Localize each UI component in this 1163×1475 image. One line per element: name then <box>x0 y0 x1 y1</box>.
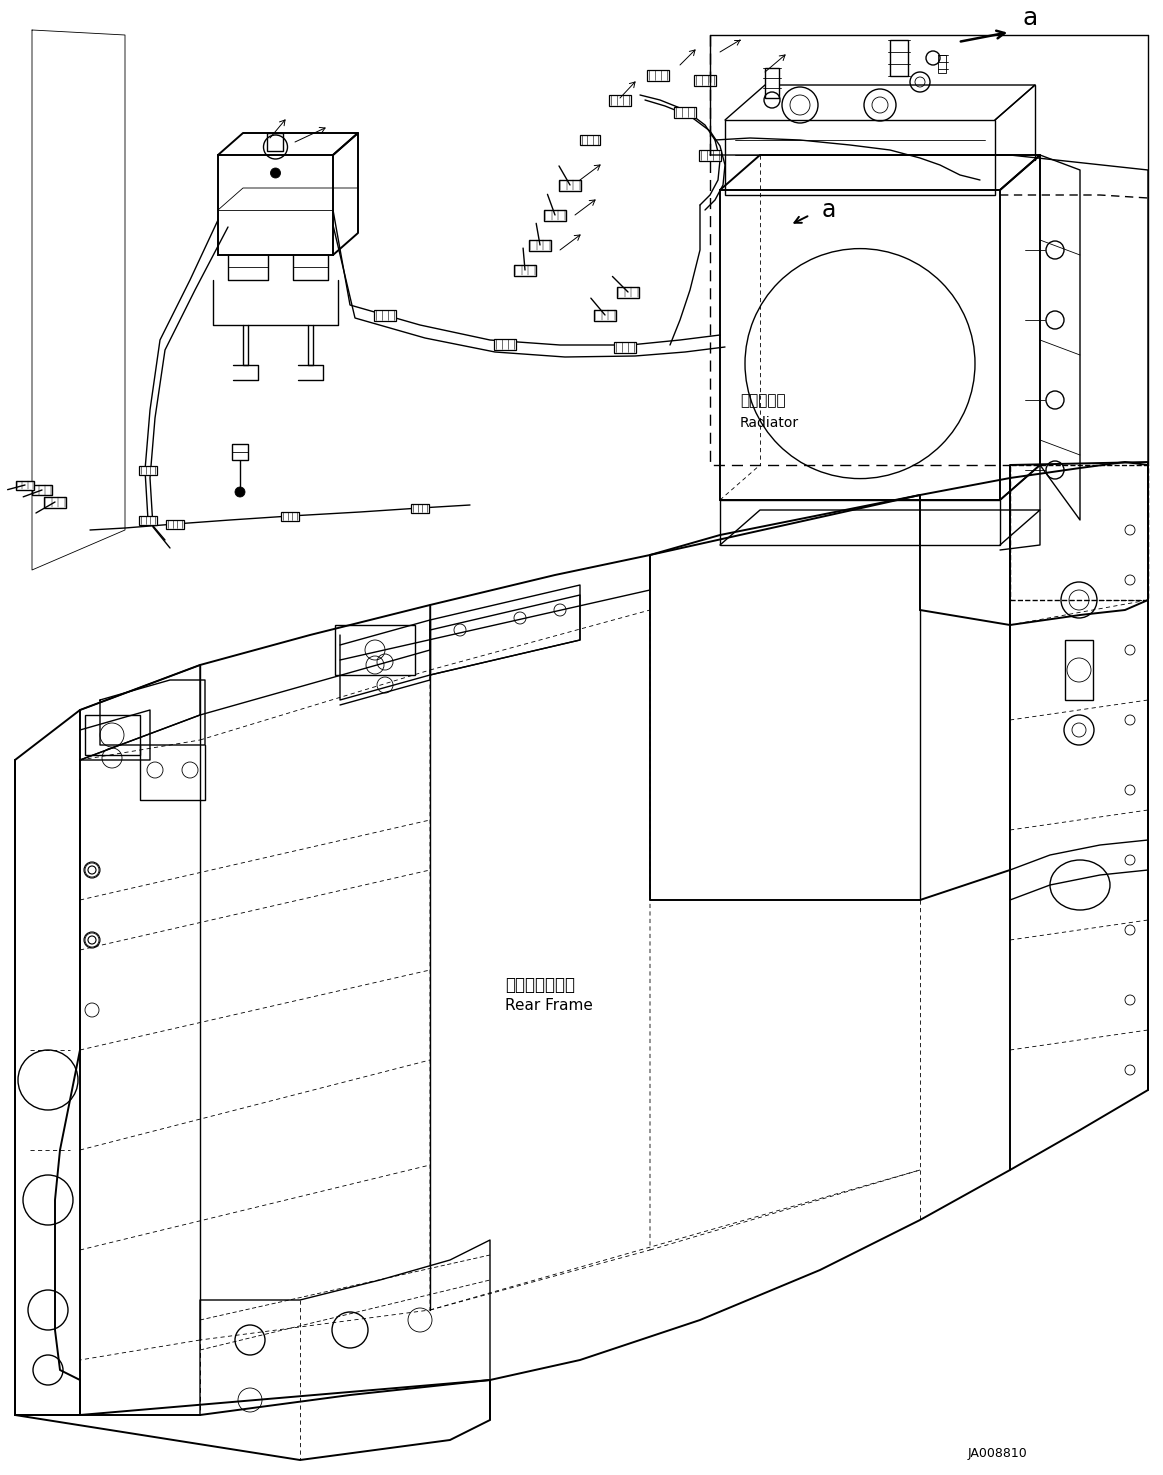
Bar <box>614 342 636 353</box>
Bar <box>609 94 632 106</box>
Bar <box>720 500 1000 544</box>
Bar <box>514 266 536 276</box>
Bar <box>890 40 908 77</box>
Bar <box>618 288 638 298</box>
Text: Rear Frame: Rear Frame <box>505 997 593 1012</box>
Bar <box>529 240 551 251</box>
Bar <box>140 466 157 475</box>
Bar <box>594 310 616 322</box>
Bar <box>939 55 946 72</box>
Bar <box>494 339 516 350</box>
Text: a: a <box>822 198 836 223</box>
Text: ラジエータ: ラジエータ <box>740 394 786 409</box>
Bar <box>140 516 157 525</box>
Bar <box>411 504 429 513</box>
Bar <box>33 485 52 496</box>
Bar <box>559 180 582 190</box>
Bar <box>765 68 779 97</box>
Bar <box>281 512 299 521</box>
Bar <box>720 190 1000 500</box>
Circle shape <box>235 487 245 497</box>
Text: a: a <box>1022 6 1037 30</box>
Bar <box>267 133 283 150</box>
Bar <box>374 310 395 322</box>
Bar <box>16 481 34 490</box>
Bar <box>725 119 996 195</box>
Bar <box>694 75 716 86</box>
Bar <box>335 625 415 676</box>
Bar <box>85 715 140 755</box>
Bar <box>580 136 600 145</box>
Bar <box>231 444 248 460</box>
Bar <box>675 108 695 118</box>
Bar <box>217 155 333 255</box>
Text: Radiator: Radiator <box>740 416 799 429</box>
Text: リヤーフレーム: リヤーフレーム <box>505 976 575 994</box>
Text: JA008810: JA008810 <box>968 1447 1028 1459</box>
Bar <box>699 150 721 161</box>
Bar <box>166 521 184 530</box>
Bar <box>1009 465 1148 600</box>
Bar <box>1065 640 1093 701</box>
Bar <box>544 209 566 221</box>
Bar <box>44 497 66 507</box>
Bar <box>647 69 669 81</box>
Circle shape <box>271 168 280 178</box>
